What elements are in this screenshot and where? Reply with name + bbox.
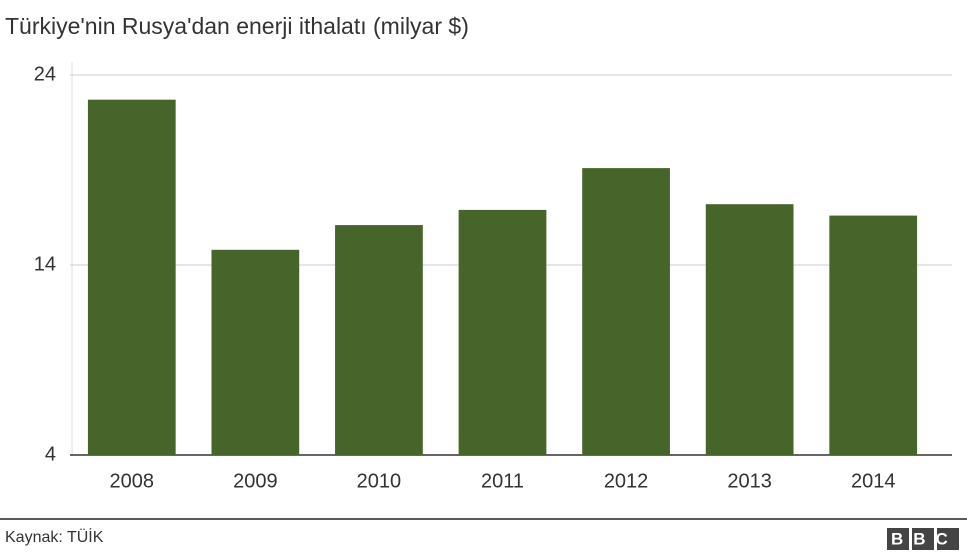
x-tick-label: 2008 [110, 470, 155, 492]
x-tick-label: 2009 [233, 470, 278, 492]
bar [829, 215, 918, 455]
logo: BBC [887, 528, 959, 550]
x-tick-label: 2012 [604, 470, 649, 492]
source: Kaynak: TÜİK [5, 527, 104, 546]
logo-box [937, 528, 959, 550]
bar [87, 99, 176, 455]
x-tick-label: 2013 [727, 470, 772, 492]
bar [211, 249, 300, 455]
logo-box [912, 528, 934, 550]
y-tick-label: 4 [45, 443, 56, 465]
y-tick-label: 24 [34, 63, 56, 85]
x-tick-label: 2014 [851, 470, 896, 492]
y-tick-label: 14 [34, 253, 56, 275]
bar [458, 209, 547, 455]
logo-text: BBC [891, 529, 958, 548]
bar [582, 168, 670, 455]
logo-box [887, 528, 909, 550]
x-tick-label: 2011 [481, 470, 524, 492]
chart-title: Türkiye'nin Rusya'dan enerji ithalatı (m… [5, 13, 469, 39]
bar [705, 204, 794, 455]
x-tick-label: 2010 [357, 470, 402, 492]
bar [335, 225, 423, 455]
